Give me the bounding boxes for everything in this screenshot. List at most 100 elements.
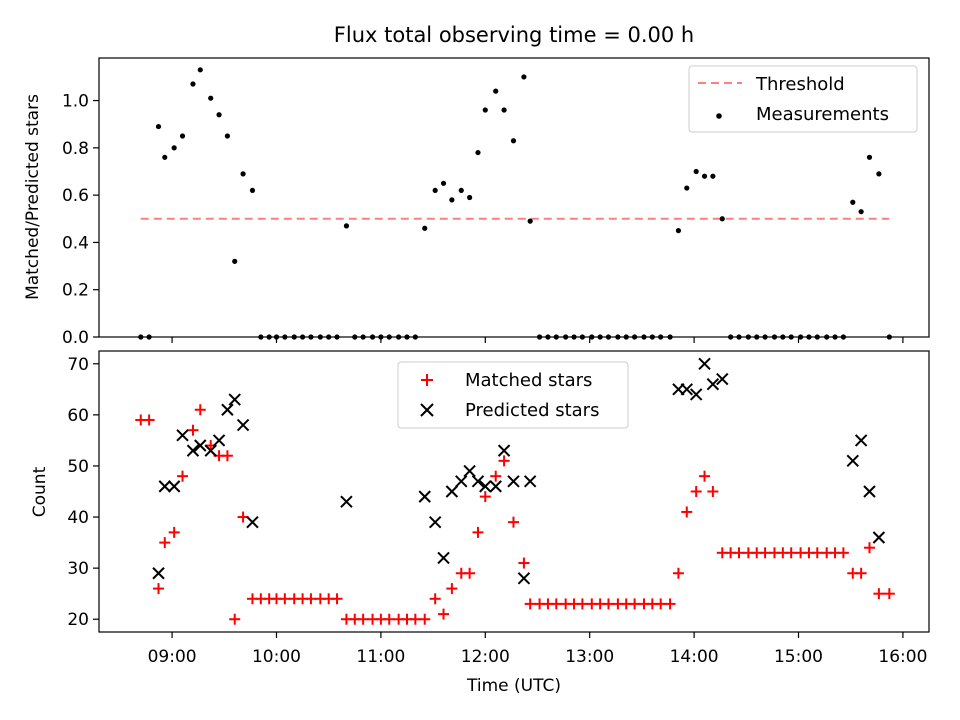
matched-star-marker [221,450,233,462]
ratio-y-tick-label: 1.0 [62,92,89,112]
matched-star-marker [464,567,476,579]
matched-star-marker [863,542,875,554]
ratio-y-axis-label: Matched/Predicted stars [23,94,43,300]
legend-matched-label: Matched stars [465,370,592,391]
measurement-point [858,209,864,215]
measurement-point [249,187,256,194]
legend-matched-swatch [421,374,433,386]
matched-star-marker [279,593,291,605]
ratio-y-tick-label: 0.2 [62,281,89,301]
ratio-legend-box [688,65,918,133]
matched-star-marker [655,598,667,610]
predicted-star-marker [445,485,459,498]
x-tick-label: 11:00 [356,647,405,667]
measurement-point [208,95,214,101]
legend-measurements-label: Measurements [756,104,889,125]
measurement-point [475,149,481,156]
predicted-star-marker [716,372,729,386]
matched-star-marker [438,608,450,620]
predicted-star-marker [194,439,207,452]
matched-star-marker [837,547,849,559]
predicted-star-marker [680,383,693,396]
measurement-point [467,194,473,201]
measurement-point [521,74,527,80]
predicted-star-marker [176,429,189,442]
matched-star-marker [409,613,421,625]
matched-star-marker [524,598,536,610]
measurement-point [162,154,168,160]
matched-star-marker [490,470,502,482]
predicted-star-marker [228,393,241,406]
measurement-point [458,187,464,194]
count-y-tick-label: 70 [67,355,89,375]
measurement-point [493,88,499,94]
matched-star-marker [331,593,343,605]
measurement-point [190,81,196,87]
count-panel-frame [98,350,930,633]
predicted-star-marker [236,418,250,432]
x-tick-label: 16:00 [878,647,927,667]
matched-star-marker [602,598,614,610]
matched-star-marker [664,598,676,610]
count-y-tick-label: 40 [67,508,89,528]
matched-star-marker [681,506,693,518]
count-y-tick-label: 50 [67,457,89,477]
count-y-tick-label: 20 [67,610,89,630]
measurement-point [866,154,873,160]
matched-star-marker [759,547,771,559]
predicted-star-marker [854,434,868,447]
legend-predicted-swatch [420,403,434,417]
x-tick-label: 09:00 [148,647,197,667]
measurement-point [876,171,882,177]
predicted-star-marker [463,464,476,478]
predicted-star-marker [507,475,520,488]
predicted-star-marker [517,572,531,585]
predicted-star-marker [489,480,502,493]
x-tick-label: 14:00 [670,647,719,667]
matched-star-marker [855,567,867,579]
predicted-star-marker [221,403,234,416]
measurement-point [216,112,222,118]
measurement-point [850,199,856,205]
predicted-star-marker [246,515,259,529]
predicted-star-marker [158,480,171,493]
matched-star-marker [733,547,745,559]
matched-star-marker [159,537,171,549]
measurement-point [482,107,488,113]
matched-star-marker [672,567,684,579]
matched-star-marker [357,613,369,625]
matched-star-marker [707,486,719,497]
measurement-point [179,133,186,139]
matched-star-marker [419,613,431,625]
measurement-point [501,107,507,113]
x-axis-label: Time (UTC) [466,676,561,696]
matched-star-marker [629,598,641,610]
measurement-point [432,187,438,194]
predicted-star-marker [497,444,511,457]
ratio-y-tick-label: 0.6 [62,186,89,206]
figure-title: Flux total observing time = 0.00 h [334,23,694,47]
predicted-star-marker [204,444,217,457]
predicted-star-marker [471,475,485,488]
predicted-star-marker [479,480,492,493]
matched-star-marker [187,424,199,436]
predicted-star-marker [706,378,720,391]
matched-star-marker [479,491,491,503]
measurement-point [675,228,682,234]
measurement-point [701,173,708,179]
matched-star-marker [168,526,180,538]
predicted-star-marker [340,495,353,508]
matched-star-marker [305,593,317,605]
matched-star-marker [498,455,510,467]
matched-star-marker [194,404,206,416]
measurement-point [527,218,533,224]
measurement-point [155,123,162,130]
matched-star-marker [446,583,458,595]
measurement-point [719,216,725,222]
predicted-star-marker [872,531,886,544]
legend-threshold-label: Threshold [755,74,845,95]
matched-star-marker [576,598,588,610]
matched-star-marker [699,470,711,482]
measurement-point [710,173,716,179]
